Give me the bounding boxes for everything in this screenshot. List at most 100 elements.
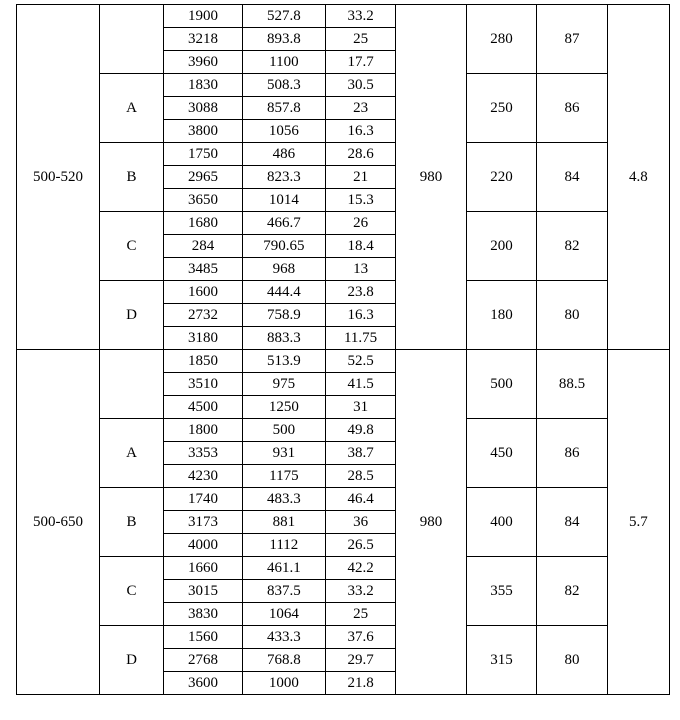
group-label: B (99, 143, 163, 212)
cell: 483.3 (242, 488, 325, 511)
cell: 3353 (164, 442, 243, 465)
cell: 3485 (164, 258, 243, 281)
cell: 3088 (164, 97, 243, 120)
cell: 893.8 (242, 28, 325, 51)
group-label (99, 350, 163, 419)
cell: 15.3 (325, 189, 395, 212)
col8-value: 84 (537, 488, 607, 557)
col7-value: 355 (466, 557, 536, 626)
cell: 4500 (164, 396, 243, 419)
cell: 17.7 (325, 51, 395, 74)
col8-value: 80 (537, 626, 607, 695)
col6-value: 980 (396, 350, 466, 695)
col7-value: 400 (466, 488, 536, 557)
cell: 1660 (164, 557, 243, 580)
table-row: 500-520 1900 527.8 33.2 980 280 87 4.8 (17, 5, 670, 28)
cell: 26.5 (325, 534, 395, 557)
cell: 21.8 (325, 672, 395, 695)
cell: 444.4 (242, 281, 325, 304)
cell: 931 (242, 442, 325, 465)
cell: 29.7 (325, 649, 395, 672)
col1-range: 500-520 (17, 5, 100, 350)
col7-value: 180 (466, 281, 536, 350)
group-label: D (99, 626, 163, 695)
cell: 2732 (164, 304, 243, 327)
table-row: C 1660 461.1 42.2 355 82 (17, 557, 670, 580)
cell: 31 (325, 396, 395, 419)
group-label: A (99, 74, 163, 143)
cell: 975 (242, 373, 325, 396)
group-label: C (99, 557, 163, 626)
cell: 1100 (242, 51, 325, 74)
cell: 3510 (164, 373, 243, 396)
cell: 790.65 (242, 235, 325, 258)
col7-value: 315 (466, 626, 536, 695)
cell: 1112 (242, 534, 325, 557)
cell: 36 (325, 511, 395, 534)
cell: 1064 (242, 603, 325, 626)
col8-value: 87 (537, 5, 607, 74)
col6-value: 980 (396, 5, 466, 350)
col8-value: 88.5 (537, 350, 607, 419)
col8-value: 82 (537, 557, 607, 626)
cell: 1600 (164, 281, 243, 304)
cell: 1680 (164, 212, 243, 235)
cell: 857.8 (242, 97, 325, 120)
cell: 42.2 (325, 557, 395, 580)
cell: 1800 (164, 419, 243, 442)
cell: 968 (242, 258, 325, 281)
cell: 3218 (164, 28, 243, 51)
cell: 883.3 (242, 327, 325, 350)
cell: 3960 (164, 51, 243, 74)
cell: 466.7 (242, 212, 325, 235)
cell: 11.75 (325, 327, 395, 350)
cell: 4000 (164, 534, 243, 557)
cell: 46.4 (325, 488, 395, 511)
cell: 13 (325, 258, 395, 281)
col7-value: 200 (466, 212, 536, 281)
cell: 49.8 (325, 419, 395, 442)
cell: 1900 (164, 5, 243, 28)
cell: 52.5 (325, 350, 395, 373)
col8-value: 82 (537, 212, 607, 281)
cell: 1560 (164, 626, 243, 649)
cell: 1056 (242, 120, 325, 143)
group-label: A (99, 419, 163, 488)
col7-value: 500 (466, 350, 536, 419)
col8-value: 86 (537, 419, 607, 488)
col8-value: 84 (537, 143, 607, 212)
table-row: C 1680 466.7 26 200 82 (17, 212, 670, 235)
cell: 3015 (164, 580, 243, 603)
cell: 508.3 (242, 74, 325, 97)
cell: 2965 (164, 166, 243, 189)
cell: 23 (325, 97, 395, 120)
cell: 3173 (164, 511, 243, 534)
table-row: A 1800 500 49.8 450 86 (17, 419, 670, 442)
cell: 16.3 (325, 120, 395, 143)
cell: 486 (242, 143, 325, 166)
col7-value: 280 (466, 5, 536, 74)
cell: 33.2 (325, 580, 395, 603)
col7-value: 450 (466, 419, 536, 488)
cell: 28.6 (325, 143, 395, 166)
col8-value: 80 (537, 281, 607, 350)
col9-value: 5.7 (607, 350, 669, 695)
cell: 513.9 (242, 350, 325, 373)
cell: 881 (242, 511, 325, 534)
table-row: D 1560 433.3 37.6 315 80 (17, 626, 670, 649)
col8-value: 86 (537, 74, 607, 143)
cell: 18.4 (325, 235, 395, 258)
cell: 38.7 (325, 442, 395, 465)
cell: 758.9 (242, 304, 325, 327)
cell: 1830 (164, 74, 243, 97)
cell: 1250 (242, 396, 325, 419)
cell: 26 (325, 212, 395, 235)
table-row: B 1740 483.3 46.4 400 84 (17, 488, 670, 511)
cell: 30.5 (325, 74, 395, 97)
cell: 33.2 (325, 5, 395, 28)
cell: 3650 (164, 189, 243, 212)
cell: 2768 (164, 649, 243, 672)
table-row: 500-650 1850 513.9 52.5 980 500 88.5 5.7 (17, 350, 670, 373)
cell: 1000 (242, 672, 325, 695)
group-label: C (99, 212, 163, 281)
